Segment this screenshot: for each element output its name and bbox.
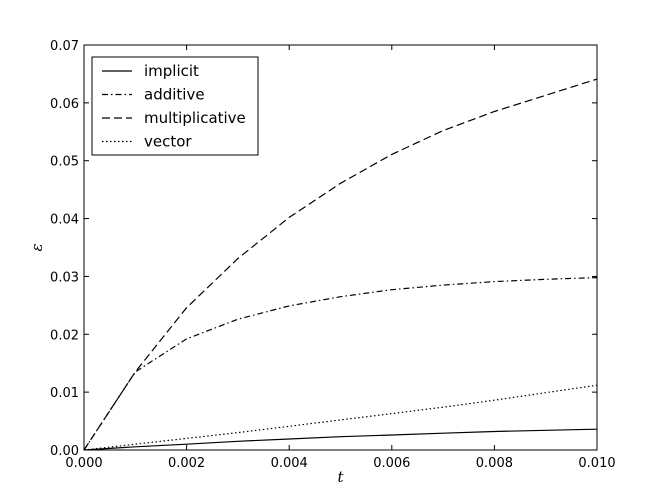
legend-box	[91, 56, 259, 156]
x-tick-label: 0.000	[65, 456, 102, 471]
plot-frame	[83, 44, 598, 451]
legend-label-implicit: implicit	[144, 62, 199, 80]
x-tick-label: 0.004	[271, 456, 308, 471]
series-line-vector	[83, 384, 598, 451]
series-line-additive	[83, 277, 598, 451]
legend-label-vector: vector	[144, 133, 192, 151]
x-tick-label: 0.008	[476, 456, 513, 471]
y-tick-label: 0.00	[50, 444, 79, 459]
y-tick-label: 0.07	[50, 39, 79, 54]
y-tick-label: 0.05	[50, 155, 79, 170]
legend-label-additive: additive	[144, 86, 205, 104]
x-tick-label: 0.006	[373, 456, 410, 471]
series-line-multiplicative	[83, 78, 598, 451]
x-axis-label: t	[337, 468, 344, 486]
y-tick-label: 0.02	[50, 328, 79, 343]
x-tick-label: 0.010	[578, 456, 615, 471]
y-axis-label: ε	[28, 243, 46, 251]
series-line-implicit	[83, 428, 598, 451]
y-tick-label: 0.04	[50, 213, 79, 228]
x-tick-label: 0.002	[168, 456, 205, 471]
y-tick-label: 0.03	[50, 270, 79, 285]
y-tick-label: 0.01	[50, 386, 79, 401]
legend-label-multiplicative: multiplicative	[144, 109, 246, 127]
y-tick-label: 0.06	[50, 97, 79, 112]
